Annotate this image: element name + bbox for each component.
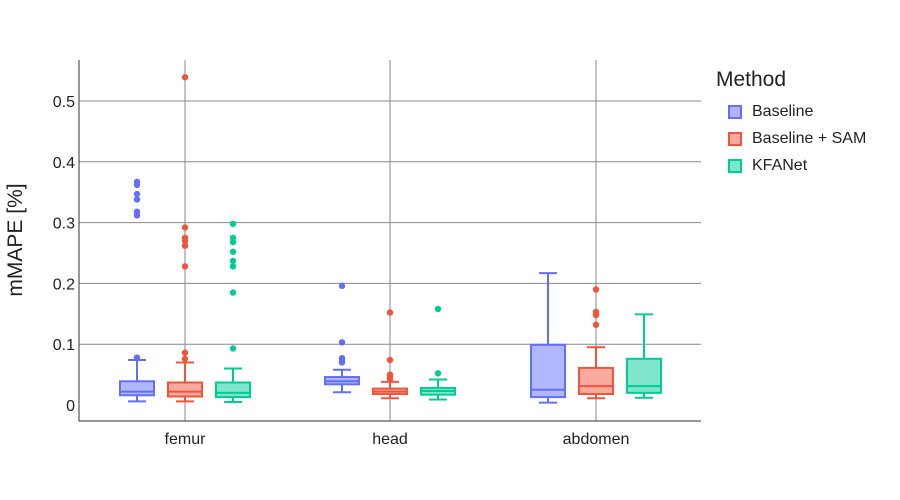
outlier-point xyxy=(181,242,189,249)
legend-swatch-baseline xyxy=(728,104,742,119)
box-baseline-femur xyxy=(119,178,155,403)
x-tick-label: head xyxy=(372,431,408,448)
gridlines xyxy=(79,60,701,421)
outlier-point xyxy=(386,309,394,316)
legend-swatch-baseline-sam xyxy=(728,131,742,146)
y-tick-label: 0.4 xyxy=(53,155,75,172)
outlier-point xyxy=(133,208,141,215)
outlier-point xyxy=(133,196,141,203)
outlier-point xyxy=(592,321,600,328)
outlier-point xyxy=(386,371,394,378)
iqr-box xyxy=(530,343,566,399)
iqr-box xyxy=(167,381,203,398)
box-baseline-sam-abdomen xyxy=(578,286,614,400)
box-kfanet-head xyxy=(420,305,456,401)
legend-title: Method xyxy=(716,68,787,91)
legend-item-kfanet[interactable]: KFANet xyxy=(716,152,866,179)
y-tick-label: 0.5 xyxy=(53,94,75,111)
outlier-point xyxy=(592,286,600,293)
iqr-box xyxy=(215,381,251,399)
legend-label-baseline: Baseline xyxy=(752,102,814,120)
y-axis-title: mMAPE [%] xyxy=(4,183,27,296)
boxes xyxy=(119,74,662,404)
outlier-point xyxy=(133,354,141,361)
y-tick-label: 0.2 xyxy=(53,276,75,293)
outlier-point xyxy=(229,220,237,228)
tick-labels: 0 0.1 0.2 0.3 0.4 0.5 femur head abdomen xyxy=(53,94,630,448)
outlier-point xyxy=(181,355,189,362)
outlier-point xyxy=(434,305,442,313)
legend-item-baseline-sam[interactable]: Baseline + SAM xyxy=(716,125,866,152)
box-baseline-sam-head xyxy=(372,309,408,400)
box-baseline-sam-femur xyxy=(167,74,203,403)
outlier-point xyxy=(181,74,189,81)
box-kfanet-femur xyxy=(215,220,251,403)
outlier-point xyxy=(133,190,141,198)
y-tick-label: 0 xyxy=(66,398,75,415)
outlier-point xyxy=(338,339,346,346)
outlier-point xyxy=(229,234,237,241)
outlier-point xyxy=(229,345,237,352)
y-tick-label: 0.3 xyxy=(53,216,75,233)
outlier-point xyxy=(229,289,237,296)
outlier-point xyxy=(229,263,237,270)
box-kfanet-abdomen xyxy=(626,313,662,399)
axes xyxy=(78,60,701,422)
iqr-box xyxy=(578,366,614,396)
outlier-point xyxy=(434,370,442,377)
iqr-box xyxy=(119,380,155,397)
outlier-point xyxy=(229,257,237,265)
outlier-point xyxy=(133,178,141,186)
legend-label-kfanet: KFANet xyxy=(752,156,808,174)
outlier-point xyxy=(181,224,189,231)
outlier-point xyxy=(338,354,346,362)
outlier-point xyxy=(386,356,394,364)
outlier-point xyxy=(338,282,346,290)
legend-label-baseline-sam: Baseline + SAM xyxy=(752,129,867,147)
outlier-point xyxy=(181,349,189,356)
legend-item-baseline[interactable]: Baseline xyxy=(716,98,866,125)
x-tick-label: femur xyxy=(165,431,207,448)
outlier-point xyxy=(229,248,237,255)
iqr-box xyxy=(626,357,662,394)
legend-swatch-kfanet xyxy=(728,158,742,173)
box-baseline-abdomen xyxy=(530,272,566,404)
box-baseline-head xyxy=(324,282,360,394)
legend: Method Baseline Baseline + SAM KFANet xyxy=(716,68,866,179)
outlier-point xyxy=(181,263,189,270)
outlier-point xyxy=(181,234,189,241)
x-tick-label: abdomen xyxy=(563,431,630,448)
outlier-point xyxy=(592,308,600,316)
y-tick-label: 0.1 xyxy=(53,337,75,354)
